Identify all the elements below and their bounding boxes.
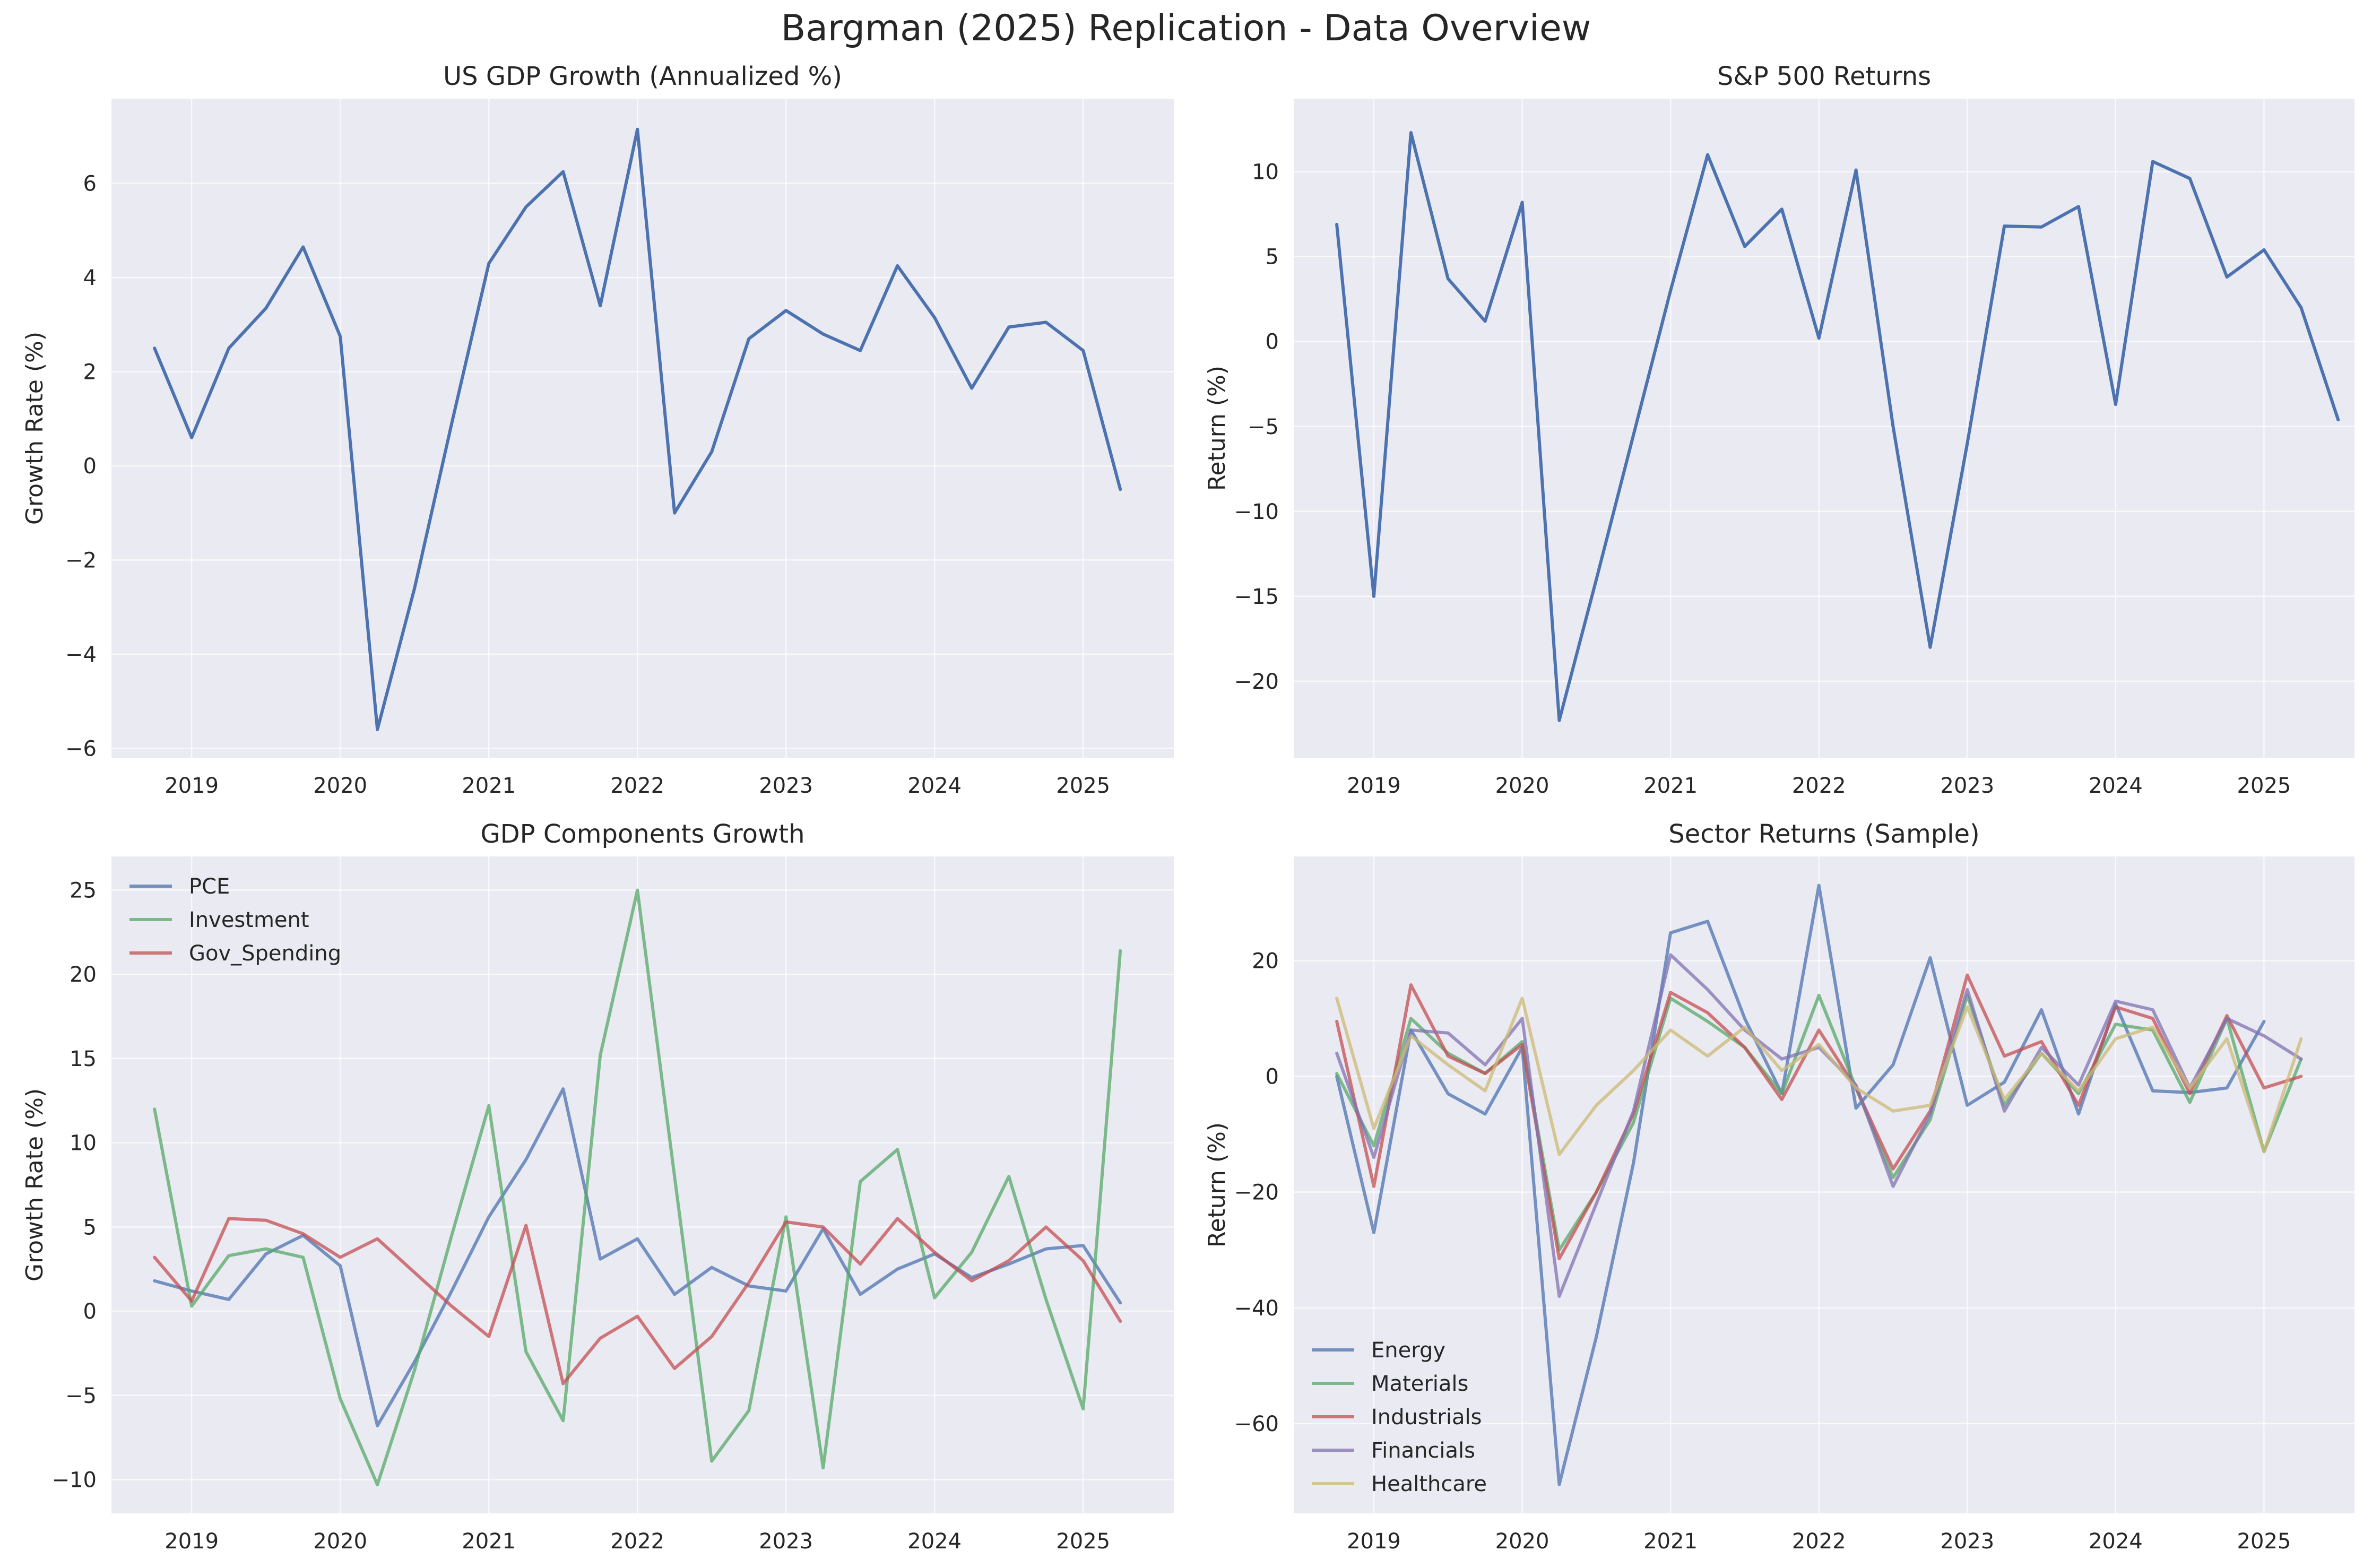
panel-title: US GDP Growth (Annualized %) — [443, 62, 842, 91]
series-line-gov-spending — [153, 1217, 1122, 1385]
x-tick-label: 2021 — [1643, 1529, 1698, 1554]
x-tick-label: 2019 — [1347, 1529, 1401, 1554]
y-tick-label: 6 — [83, 172, 97, 196]
y-tick-label: 0 — [1266, 330, 1279, 354]
y-tick-label: −4 — [65, 643, 97, 667]
y-tick-label: 20 — [1252, 949, 1279, 973]
series-line-financials — [1335, 953, 2303, 1298]
y-tick-label: −40 — [1234, 1296, 1279, 1321]
panel-gdp: 2019 2020 2021 2022 2023 2024 2025 −6 −4 −2 0 2 4 6 US… — [21, 62, 1174, 798]
y-tick-label: 0 — [1266, 1064, 1279, 1089]
x-tick-label: 2024 — [907, 1529, 962, 1554]
y-tick-label: −15 — [1234, 585, 1279, 609]
y-axis-label: Return (%) — [1204, 1122, 1231, 1248]
x-tick-label: 2021 — [1643, 774, 1698, 798]
panel-title: GDP Components Growth — [480, 819, 804, 849]
y-tick-label: −5 — [65, 1384, 97, 1408]
y-tick-label: −10 — [52, 1468, 97, 1493]
y-tick-label: −5 — [1248, 415, 1279, 439]
x-tick-label: 2021 — [462, 774, 516, 798]
x-tick-label: 2020 — [313, 774, 367, 798]
legend: PCE Investment Gov_Spending — [129, 874, 341, 966]
y-axis-label: Growth Rate (%) — [21, 332, 48, 525]
plot-area — [111, 99, 1174, 758]
plot-area — [1294, 856, 2354, 1513]
y-tick-label: −6 — [65, 737, 97, 761]
x-tick-label: 2024 — [907, 774, 962, 798]
x-tick-label: 2025 — [1056, 1529, 1110, 1554]
x-tick-label: 2023 — [1940, 1529, 1994, 1554]
y-tick-label: 15 — [70, 1047, 97, 1071]
y-tick-label: −20 — [1234, 670, 1279, 694]
legend-label: Healthcare — [1371, 1472, 1487, 1496]
y-tick-label: −2 — [65, 548, 97, 573]
y-axis-label: Growth Rate (%) — [21, 1088, 48, 1281]
y-tick-label: −20 — [1234, 1181, 1279, 1205]
x-tick-label: 2022 — [1792, 774, 1846, 798]
panel-title: Sector Returns (Sample) — [1668, 819, 1980, 849]
panel-sp500: 2019 2020 2021 2022 2023 2024 2025 −20 −15 −10 −5 0… — [1204, 62, 2354, 798]
legend-label: PCE — [189, 874, 230, 899]
x-tick-label: 2023 — [759, 774, 813, 798]
x-tick-label: 2019 — [165, 1529, 219, 1554]
x-tick-label: 2022 — [610, 774, 664, 798]
legend-label: Energy — [1371, 1338, 1445, 1363]
x-tick-label: 2023 — [1940, 774, 1994, 798]
x-tick-label: 2023 — [759, 1529, 813, 1554]
y-tick-label: 4 — [83, 266, 97, 290]
series-line-gdp — [153, 127, 1122, 731]
plot-area — [111, 856, 1174, 1513]
series-line-sp500 — [1335, 131, 2340, 722]
legend-label: Gov_Spending — [189, 941, 341, 966]
y-tick-label: 10 — [70, 1131, 97, 1156]
x-tick-label: 2024 — [2089, 1529, 2143, 1554]
panel-sectors: 2019 2020 2021 2022 2023 2024 2025 −60 −40 −20 0 20… — [1204, 819, 2354, 1554]
y-tick-label: −60 — [1234, 1412, 1279, 1436]
y-tick-label: 0 — [83, 454, 97, 479]
x-tick-label: 2024 — [2089, 774, 2143, 798]
x-tick-label: 2020 — [1495, 1529, 1549, 1554]
y-tick-label: 5 — [1266, 245, 1279, 270]
series-line-investment — [153, 888, 1122, 1486]
series-line-healthcare — [1335, 997, 2303, 1156]
x-tick-label: 2020 — [1495, 774, 1549, 798]
legend-label: Financials — [1371, 1439, 1475, 1463]
legend-label: Materials — [1371, 1372, 1468, 1396]
x-tick-label: 2025 — [2237, 774, 2291, 798]
x-tick-label: 2019 — [165, 774, 219, 798]
legend-label: Industrials — [1371, 1405, 1482, 1430]
x-tick-label: 2019 — [1347, 774, 1401, 798]
y-tick-label: 0 — [83, 1300, 97, 1324]
legend: Energy Materials Industrials Financials Heal… — [1312, 1338, 1487, 1496]
figure-title: Bargman (2025) Replication - Data Overvi… — [781, 7, 1591, 49]
y-tick-label: 2 — [83, 360, 97, 385]
x-tick-label: 2025 — [2237, 1529, 2291, 1554]
legend-label: Investment — [189, 908, 309, 932]
x-tick-label: 2022 — [610, 1529, 664, 1554]
y-tick-label: −10 — [1234, 500, 1279, 524]
x-tick-label: 2025 — [1056, 774, 1110, 798]
y-tick-label: 10 — [1252, 160, 1279, 185]
y-axis-label: Return (%) — [1204, 366, 1231, 491]
x-tick-label: 2021 — [462, 1529, 516, 1554]
panel-title: S&P 500 Returns — [1717, 62, 1931, 91]
y-tick-label: 25 — [70, 878, 97, 903]
panel-components: 2019 2020 2021 2022 2023 2024 2025−10−50510152… — [21, 819, 1174, 1554]
x-tick-label: 2020 — [313, 1529, 367, 1554]
y-tick-label: 20 — [70, 963, 97, 987]
y-tick-label: 5 — [83, 1215, 97, 1240]
plot-area — [1294, 99, 2354, 758]
x-tick-label: 2022 — [1792, 1529, 1846, 1554]
